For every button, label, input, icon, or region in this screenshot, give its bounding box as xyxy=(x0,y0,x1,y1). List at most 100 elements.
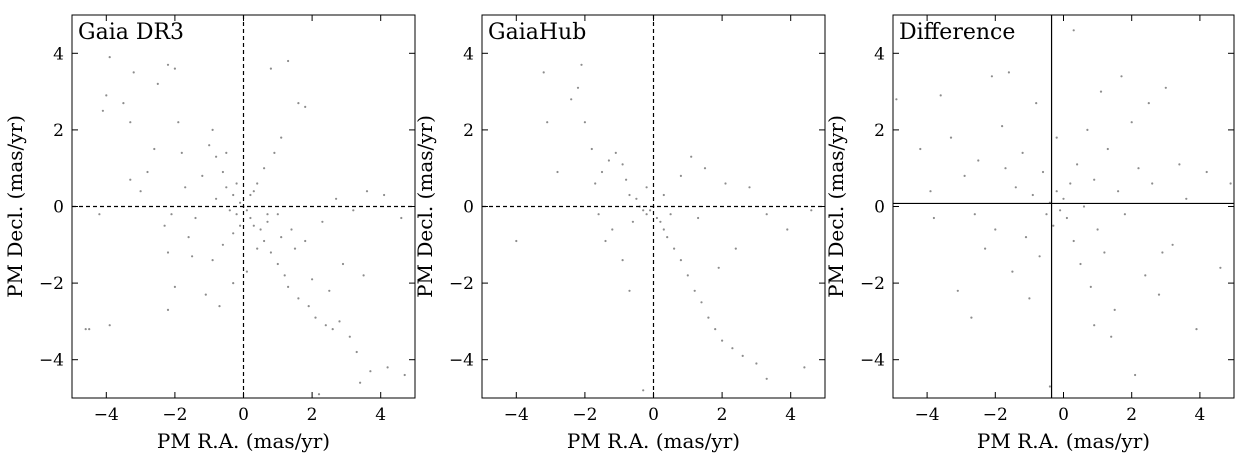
data-point xyxy=(1045,213,1048,216)
data-point xyxy=(990,75,994,78)
data-point xyxy=(1079,262,1082,266)
x-tick-label: 0 xyxy=(648,405,659,425)
data-point xyxy=(1161,251,1164,254)
data-point xyxy=(290,228,293,231)
data-point xyxy=(101,109,104,112)
y-tick-label: −4 xyxy=(449,351,474,371)
data-point xyxy=(105,94,108,97)
data-point xyxy=(1137,167,1140,170)
data-point xyxy=(287,59,290,63)
data-point xyxy=(352,209,355,212)
data-point xyxy=(1099,90,1103,93)
data-point xyxy=(1065,216,1068,220)
y-tick-label: 4 xyxy=(53,44,64,64)
data-point xyxy=(669,213,672,216)
data-point xyxy=(1069,182,1072,185)
data-point xyxy=(1205,170,1208,174)
data-point xyxy=(1134,373,1137,377)
data-point xyxy=(280,136,283,139)
data-point xyxy=(252,224,255,227)
data-point xyxy=(245,270,248,273)
y-tick-label: −2 xyxy=(449,274,474,294)
x-tick-label: 0 xyxy=(1058,405,1069,425)
y-axis-label: PM Decl. (mas/yr) xyxy=(413,115,437,298)
data-point xyxy=(108,56,111,59)
data-point xyxy=(400,216,403,220)
x-axis-label: PM R.A. (mas/yr) xyxy=(567,429,740,453)
data-point xyxy=(1093,324,1096,327)
data-point xyxy=(625,178,628,181)
data-point xyxy=(276,262,279,266)
data-point xyxy=(570,98,573,101)
data-point xyxy=(211,259,214,262)
data-point xyxy=(1106,147,1109,151)
data-points xyxy=(515,63,813,392)
data-point xyxy=(542,71,545,74)
data-point xyxy=(1151,182,1154,185)
y-tick-label: 4 xyxy=(874,44,885,64)
data-point xyxy=(1123,213,1126,216)
x-tick-label: 2 xyxy=(717,405,728,425)
data-point xyxy=(662,193,665,197)
data-point xyxy=(173,67,176,70)
data-point xyxy=(263,239,266,243)
data-point xyxy=(939,94,942,97)
data-point xyxy=(973,213,976,216)
data-point xyxy=(383,193,386,197)
data-point xyxy=(724,182,727,185)
data-point xyxy=(1178,163,1181,166)
data-point xyxy=(153,147,156,151)
data-point xyxy=(765,213,768,216)
data-point xyxy=(225,186,228,189)
y-tick-label: 0 xyxy=(463,198,474,218)
data-point xyxy=(215,197,218,200)
data-point xyxy=(621,259,624,262)
data-point xyxy=(239,224,242,227)
data-point xyxy=(1072,29,1075,32)
data-point xyxy=(328,289,331,292)
data-point xyxy=(693,289,696,292)
data-point xyxy=(235,182,238,185)
data-point xyxy=(201,174,204,177)
data-point xyxy=(614,151,617,154)
data-point xyxy=(1041,170,1045,174)
data-point xyxy=(1096,228,1099,231)
data-point xyxy=(717,266,720,269)
data-point xyxy=(1014,186,1017,189)
data-point xyxy=(242,205,245,208)
y-tick-label: 2 xyxy=(463,121,474,141)
data-point xyxy=(1157,293,1161,296)
data-point xyxy=(266,213,269,216)
data-point xyxy=(649,209,652,212)
data-point xyxy=(239,201,242,204)
data-point xyxy=(673,247,676,250)
data-point xyxy=(1004,167,1007,170)
data-point xyxy=(1076,163,1079,166)
data-point xyxy=(1055,190,1058,193)
data-point xyxy=(304,105,307,108)
y-tick-label: 2 xyxy=(53,121,64,141)
data-point xyxy=(88,328,91,331)
data-point xyxy=(594,182,597,185)
data-point xyxy=(583,121,587,124)
data-point xyxy=(1144,274,1147,277)
data-point xyxy=(607,159,611,162)
data-point xyxy=(221,170,224,174)
data-point xyxy=(1164,86,1167,89)
panel-title: Gaia DR3 xyxy=(78,20,184,45)
data-point xyxy=(156,82,159,85)
data-point xyxy=(700,301,703,304)
data-point xyxy=(369,370,372,373)
y-tick-label: −4 xyxy=(39,351,64,371)
data-point xyxy=(139,190,142,193)
data-point xyxy=(211,128,214,131)
data-point xyxy=(331,328,334,331)
data-point xyxy=(269,67,272,70)
data-point xyxy=(604,239,607,243)
data-point xyxy=(297,297,300,300)
data-point xyxy=(597,213,600,216)
data-point xyxy=(1229,182,1232,185)
data-point xyxy=(977,159,980,162)
x-tick-label: −4 xyxy=(504,405,529,425)
